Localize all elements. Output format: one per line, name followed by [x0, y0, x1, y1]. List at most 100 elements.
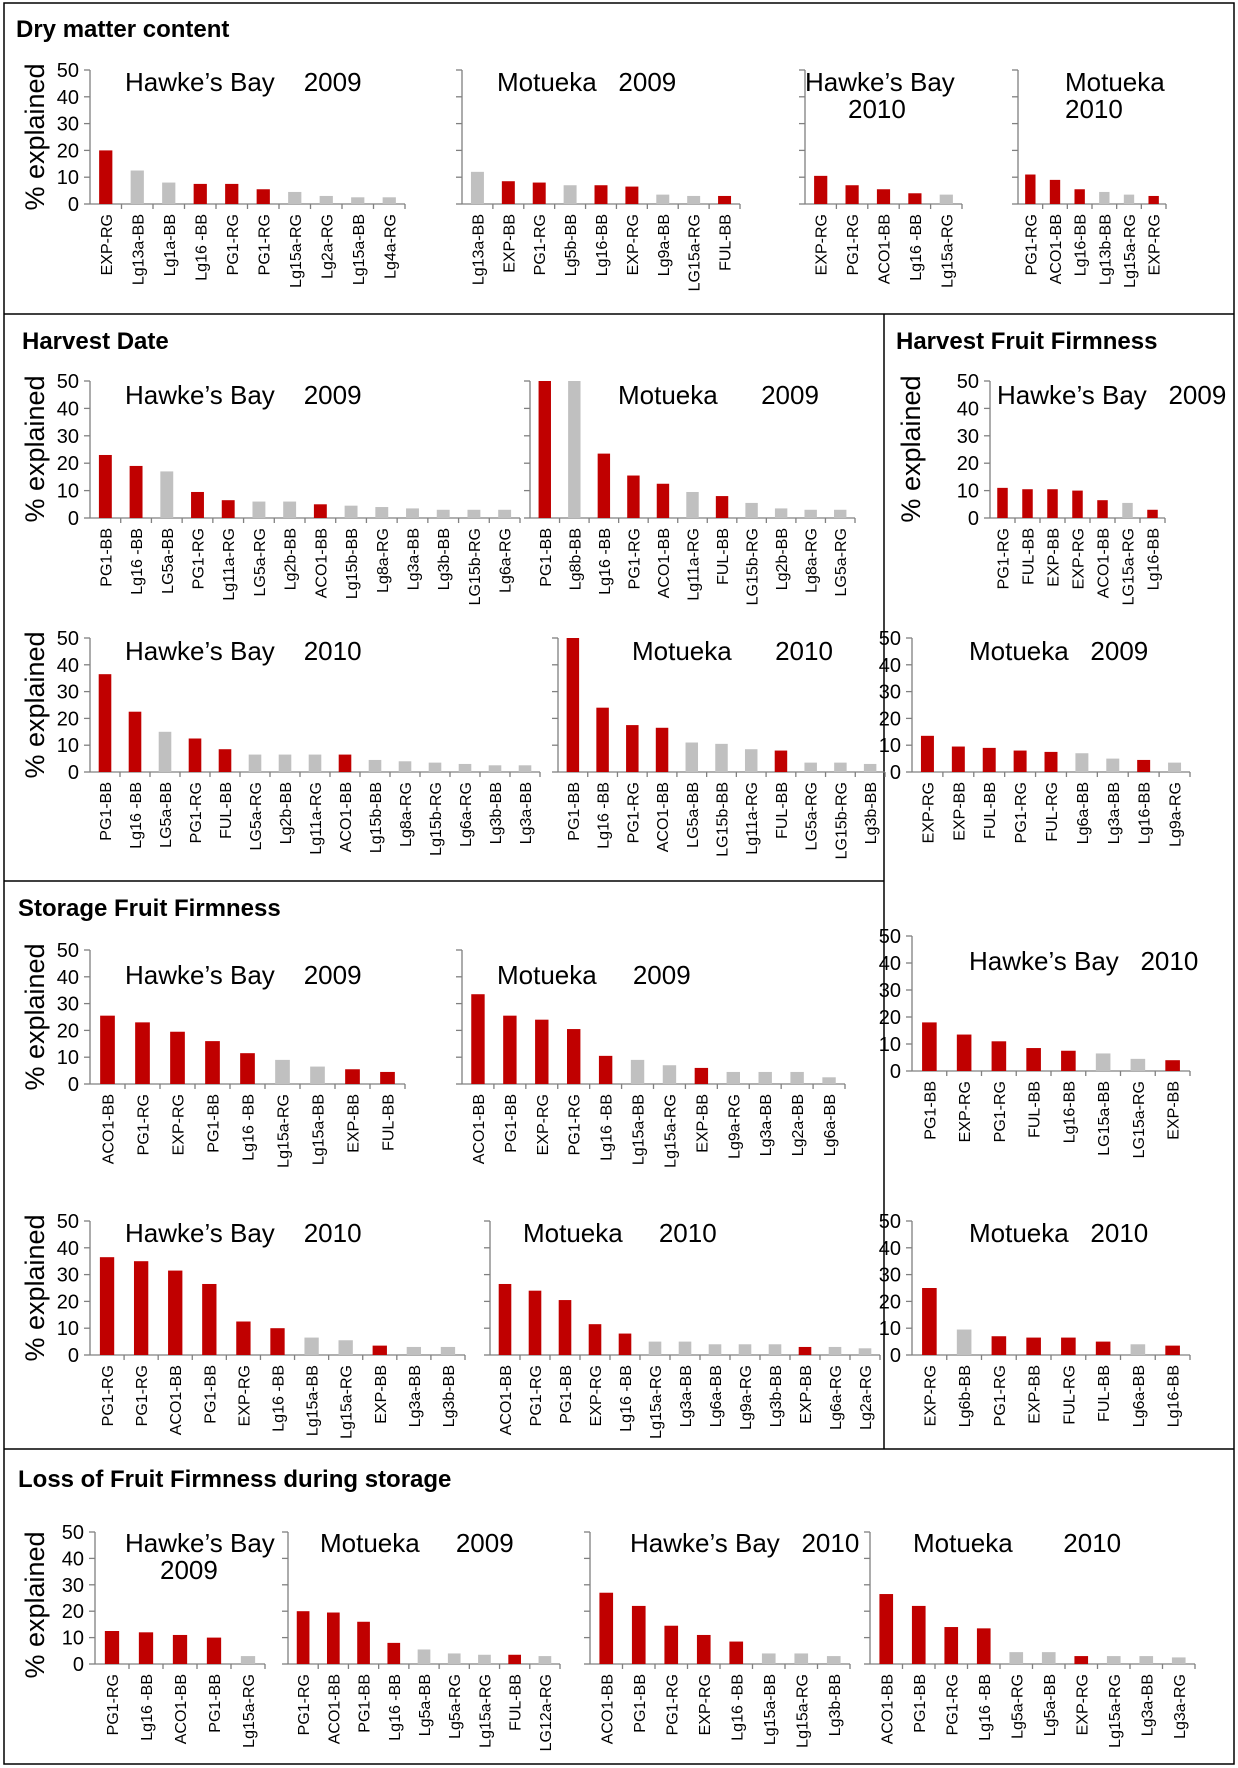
bar	[326, 1612, 340, 1664]
bar	[790, 1071, 804, 1084]
category-label: Lg6a-BB	[1075, 782, 1092, 844]
category-label: Lg3b-BB	[768, 1365, 785, 1427]
category-label: LG12a-RG	[538, 1674, 555, 1751]
category-label: Lg15a-BB	[762, 1674, 779, 1745]
category-label: EXP-RG	[1074, 1674, 1091, 1735]
category-label: ACO1-BB	[471, 1094, 488, 1164]
category-label: FUL-BB	[774, 782, 791, 839]
chart-panel-9: Motueka 2010 PG1-BB Lg16 -BB PG1-RG ACO1-BB L…	[552, 636, 886, 859]
y-tick-label: 10	[879, 735, 901, 757]
category-label: LG15a-BB	[1096, 1081, 1113, 1156]
bar	[478, 1654, 491, 1664]
bar	[138, 1632, 154, 1664]
bar	[135, 1022, 150, 1084]
category-label: Lg3a-BB	[678, 1365, 695, 1427]
bar	[598, 1055, 613, 1084]
category-label: PG1-RG	[528, 1365, 545, 1426]
category-label: Lg6a-BB	[708, 1365, 725, 1427]
category-label: Lg8b-BB	[567, 528, 584, 590]
bar	[188, 738, 202, 772]
bar	[338, 754, 352, 772]
category-label: EXP-RG	[922, 1365, 939, 1426]
bar	[535, 1019, 549, 1084]
category-label: PG1-BB	[503, 1094, 520, 1153]
bar	[270, 1328, 285, 1355]
bar	[648, 1341, 662, 1355]
category-label: Lg2b-BB	[283, 528, 300, 590]
category-label: Lg6a-BB	[822, 1094, 839, 1156]
category-label: Lg16 -BB	[977, 1674, 994, 1741]
chart-title: Motueka 2009	[618, 380, 819, 410]
bar	[794, 1653, 809, 1664]
bar	[440, 1346, 456, 1355]
bar	[920, 735, 934, 772]
bar	[1044, 751, 1058, 772]
y-tick-label: 10	[57, 735, 79, 757]
y-tick-label: 40	[957, 398, 979, 420]
category-label: PG1-BB	[538, 528, 555, 587]
category-label: PG1-BB	[922, 1081, 939, 1140]
bar	[1139, 1656, 1154, 1664]
category-label: Lg15a-RG	[288, 214, 305, 288]
bar	[991, 1336, 1007, 1355]
category-label: Lg5b-BB	[563, 214, 580, 276]
bar	[398, 761, 412, 772]
chart-title: Hawke’s Bay 2010	[125, 636, 362, 666]
chart-panel-18: Motueka 2009 PG1-RG ACO1-BB PG1-BB Lg16 -BB L…	[282, 1528, 561, 1751]
bar	[308, 754, 322, 772]
chart-title: Motueka 2009	[497, 960, 691, 990]
category-label: ACO1-BB	[1048, 214, 1065, 284]
bar	[744, 749, 758, 772]
bar	[498, 1283, 512, 1355]
bar	[508, 1654, 522, 1664]
y-tick-label: 30	[57, 426, 79, 448]
bar	[406, 508, 419, 518]
category-label: ACO1-BB	[173, 1674, 190, 1744]
category-label: FUL-BB	[508, 1674, 525, 1731]
chart-panel-8: 0 10 20 30 40 50 % explained Hawke’s Bay 2010 PG…	[20, 628, 541, 856]
bar	[467, 509, 481, 518]
bar	[863, 763, 877, 772]
bar	[1130, 1058, 1146, 1071]
bar	[1013, 750, 1027, 772]
category-label: Lg15a-RG	[662, 1094, 679, 1168]
category-label: EXP-RG	[588, 1365, 605, 1426]
category-label: Lg3a-BB	[407, 1365, 424, 1427]
charts-layer: 0 10 20 30 40 50 % explained Hawke’s Bay 2009 EX…	[20, 60, 1226, 1751]
category-label: Lg11a-RG	[221, 528, 238, 601]
category-label: Lg16 -BB	[128, 782, 145, 849]
y-axis-label: % explained	[20, 1531, 50, 1678]
bar	[160, 471, 174, 518]
category-label: Lg3a-BB	[1106, 782, 1123, 844]
category-label: PG1-BB	[207, 1674, 224, 1733]
bar	[1074, 1656, 1089, 1664]
bar	[858, 1348, 872, 1355]
bar	[368, 759, 382, 772]
bar	[278, 754, 292, 772]
chart-title: Hawke’s Bay 2010	[125, 1218, 362, 1248]
category-label: Lg5a-BB	[417, 1674, 434, 1736]
section-title-storage-firmness: Storage Fruit Firmness	[18, 895, 281, 922]
bar	[567, 1029, 581, 1084]
category-label: Lg16 -BB	[387, 1674, 404, 1741]
category-label: LG15b-BB	[715, 782, 732, 857]
y-tick-label: 20	[57, 1291, 79, 1313]
bar	[1147, 509, 1158, 518]
category-label: LG15a-RG	[687, 214, 704, 291]
category-label: Lg3b-BB	[827, 1674, 844, 1736]
bar	[956, 1034, 972, 1071]
category-label: ACO1-BB	[498, 1365, 515, 1435]
category-label: PG1-BB	[202, 1365, 219, 1424]
category-label: ACO1-BB	[168, 1365, 185, 1435]
category-label: LG5a-BB	[685, 782, 702, 848]
bar	[218, 749, 232, 772]
category-label: Lg4a-RG	[382, 214, 399, 279]
y-tick-label: 30	[57, 1265, 79, 1287]
category-label: EXP-BB	[1166, 1081, 1183, 1140]
bar	[631, 1605, 646, 1664]
bar	[630, 1059, 645, 1084]
category-label: PG1-RG	[191, 528, 208, 589]
category-label: EXP-BB	[373, 1365, 390, 1424]
bar	[98, 674, 112, 772]
category-label: Lg15a-RG	[1107, 1674, 1124, 1748]
